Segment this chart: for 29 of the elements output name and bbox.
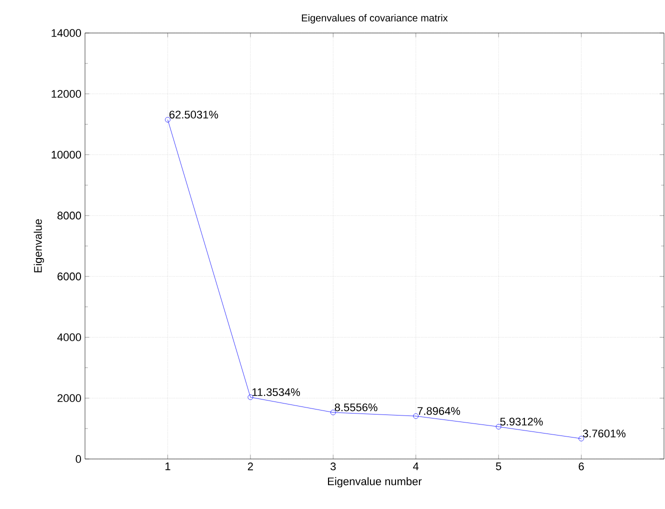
- x-tick-label: 5: [496, 462, 502, 470]
- x-tick-label: 4: [413, 462, 419, 470]
- point: [496, 424, 502, 430]
- y-tick-label: 10000: [52, 150, 82, 159]
- annotation: 5.9312%: [500, 418, 543, 426]
- x-tick-label: 1: [165, 462, 170, 470]
- x-tick-label: 2: [248, 462, 253, 470]
- y-tick-label: 14000: [52, 29, 82, 37]
- y-tick-label: 6000: [58, 272, 82, 280]
- annotation: 11.3534%: [252, 388, 300, 396]
- annotation: 7.8964%: [418, 407, 460, 415]
- annotation: 62.5031%: [169, 110, 218, 119]
- y-tick-label: 4000: [57, 333, 82, 342]
- x-tick-label: 6: [578, 462, 584, 470]
- point: [248, 394, 254, 400]
- y-axis-title: Eigenvalue: [34, 219, 44, 272]
- y-tick-label: 12000: [52, 90, 82, 98]
- y-tick-label: 0: [76, 455, 82, 463]
- point: [413, 413, 419, 419]
- annotation: 3.7601%: [582, 430, 626, 438]
- point: [165, 117, 170, 122]
- x-tick-label: 3: [330, 462, 336, 470]
- annotation: 8.5556%: [334, 403, 378, 412]
- y-tick-label: 8000: [57, 212, 82, 220]
- y-tick-label: 2000: [58, 394, 82, 402]
- chart-title: Eigenvalues of covariance matrix: [302, 14, 448, 24]
- point: [578, 436, 584, 442]
- x-axis-title: Eigenvalue number: [328, 477, 422, 488]
- point: [330, 410, 336, 416]
